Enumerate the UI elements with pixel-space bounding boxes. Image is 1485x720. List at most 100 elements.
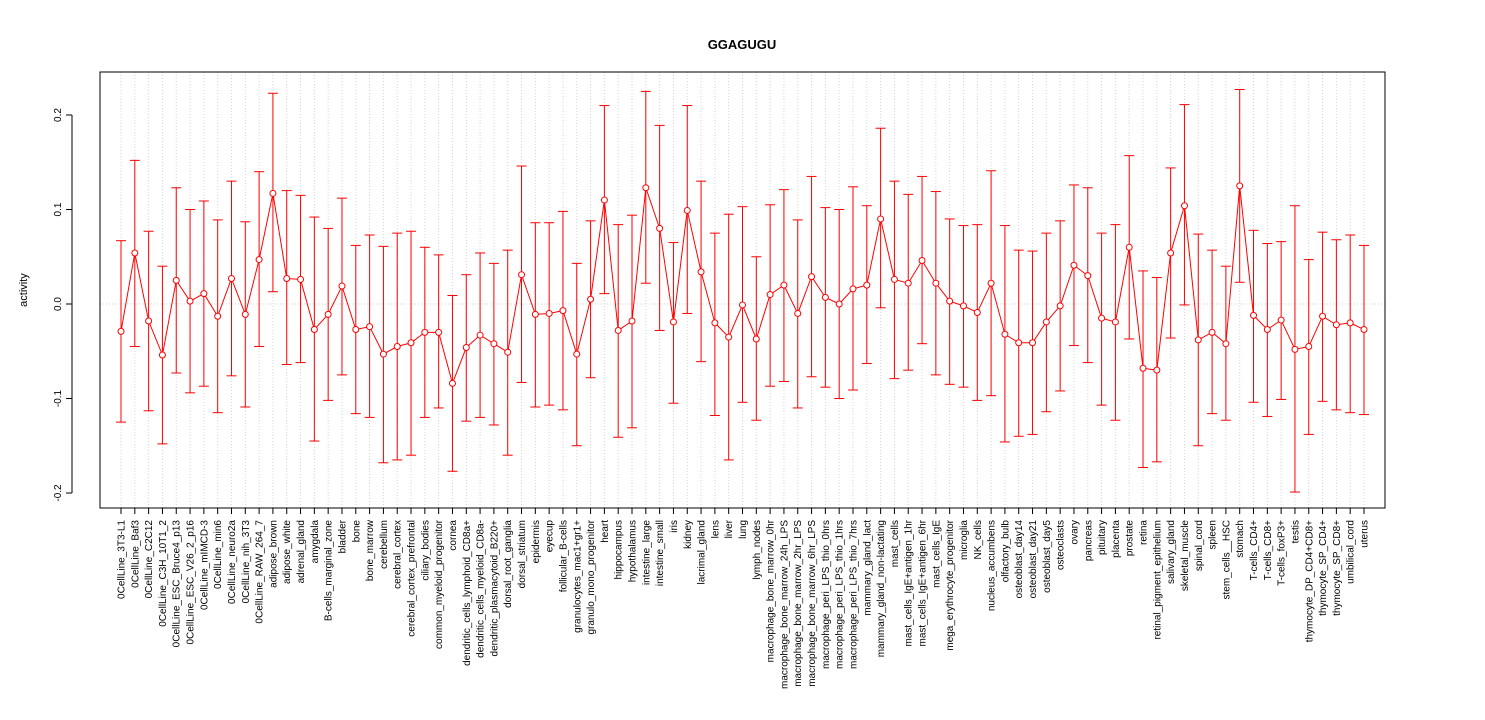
x-tick-label: mast_cells_IgE+antigen_6hr (918, 519, 929, 646)
data-point (269, 189, 277, 197)
x-tick-label: osteoclasts (1056, 520, 1067, 570)
data-point (1236, 182, 1244, 190)
x-tick-label: bladder (337, 519, 348, 553)
x-tick-label: thymocyte_DP_CD4+CD8+ (1304, 520, 1315, 642)
data-point (338, 282, 346, 290)
data-point (1194, 336, 1202, 344)
x-tick-label: ovary (1069, 520, 1080, 544)
x-tick-label: retinal_pigment_epithelium (1152, 520, 1163, 640)
data-point (1319, 312, 1327, 320)
x-tick-label: adrenal_gland (296, 520, 307, 583)
data-point (1346, 319, 1354, 327)
x-tick-label: stomach (1235, 520, 1246, 558)
x-tick-label: lymph_nodes (752, 520, 763, 579)
x-tick-label: ciliary_bodies (420, 520, 431, 581)
x-tick-label: T-cells_foxP3+ (1277, 520, 1288, 586)
x-tick-label: dendritic_plasmacytoid_B220+ (489, 520, 500, 657)
x-tick-label: stem_cells__HSC (1221, 520, 1232, 599)
data-point (172, 276, 180, 284)
x-tick-label: 0CellLine_C2C12 (144, 520, 155, 599)
data-point (448, 379, 456, 387)
x-tick-label: prostate (1125, 520, 1136, 557)
data-point (559, 307, 567, 315)
x-tick-label: osteoblast_day21 (1028, 520, 1039, 599)
x-tick-label: mega_erythrocyte_progenitor (945, 519, 956, 650)
x-tick-label: common_myeloid_progenitor (434, 519, 445, 649)
data-point (283, 274, 291, 282)
x-tick-label: lacrimal_gland (697, 520, 708, 584)
data-point (158, 351, 166, 359)
y-tick-label: 0.1 (53, 202, 64, 216)
y-tick-label: -0.1 (53, 389, 64, 407)
x-tick-label: iris (669, 520, 680, 533)
x-tick-label: macrophage_peri_LPS_thio_7hrs (848, 520, 859, 669)
x-tick-label: macrophage_bone_marrow_0hr (766, 519, 777, 662)
x-tick-label: dendritic_cells_myeloid_CD8a- (476, 520, 487, 658)
y-tick-label: 0.0 (53, 297, 64, 311)
data-point (1360, 326, 1368, 334)
x-tick-label: B-cells_marginal_zone (324, 520, 335, 622)
x-tick-label: testis (1290, 520, 1301, 543)
x-tick-label: pancreas (1083, 520, 1094, 561)
data-point (186, 297, 194, 305)
data-point (1042, 318, 1050, 326)
x-tick-label: 0CellLine_mIMCD-3 (199, 520, 210, 610)
data-point (669, 318, 677, 326)
data-point (959, 302, 967, 310)
x-tick-label: amygdala (310, 520, 321, 564)
x-tick-label: intestine_large (641, 520, 652, 585)
data-series (116, 88, 1369, 493)
x-tick-label: hippocampus (614, 520, 625, 579)
x-tick-label: cornea (448, 520, 459, 551)
x-tick-label: 0CellLine_C3H_10T1_2 (158, 520, 169, 627)
data-point (462, 343, 470, 351)
data-point (987, 279, 995, 287)
x-tick-label: 0CellLine_nih_3T3 (241, 520, 252, 604)
y-tick-label: 0.2 (53, 108, 64, 122)
plot-frame (99, 71, 1386, 509)
data-point (711, 319, 719, 327)
x-tick-label: nucleus_accumbens (987, 520, 998, 611)
data-point (214, 312, 222, 320)
data-point (918, 257, 926, 265)
data-point (835, 300, 843, 308)
x-tick-label: mast_cells (890, 520, 901, 567)
x-tick-label: 0CellLine_neuro2a (227, 520, 238, 604)
data-point (1070, 261, 1078, 269)
x-tick-label: mast_cells_IgE (931, 520, 942, 588)
x-tick-label: uterus (1360, 520, 1371, 548)
x-tick-label: olfactory_bulb (1000, 520, 1011, 583)
x-tick-label: eyecup (545, 520, 556, 553)
x-tick-label: cerebral_cortex (393, 520, 404, 589)
data-point (752, 335, 760, 343)
x-tick-label: 0CellLine_ESC_V26_2_p16 (186, 520, 197, 645)
x-tick-label: lens (710, 520, 721, 538)
data-point (683, 206, 691, 214)
y-tick-label: -0.2 (53, 484, 64, 502)
data-point (739, 301, 746, 309)
x-tick-label: skeletal_muscle (1180, 520, 1191, 592)
data-point (1250, 311, 1258, 319)
data-point (973, 309, 981, 317)
data-point (1111, 318, 1119, 326)
data-point (904, 279, 912, 287)
x-tick-label: placenta (1111, 520, 1122, 558)
data-point (600, 196, 608, 204)
x-tick-label: 0CellLine_min6 (213, 520, 224, 589)
x-tick-label: dorsal_root_ganglia (503, 520, 514, 608)
data-point (117, 327, 125, 335)
data-point (366, 323, 374, 331)
data-point (1332, 321, 1340, 329)
data-point (393, 343, 401, 351)
data-point (145, 317, 153, 325)
data-point (1084, 272, 1092, 280)
data-point (1153, 366, 1161, 374)
data-point (642, 184, 650, 192)
x-tick-label: mammary_gland_lact (862, 520, 873, 616)
data-point (435, 328, 443, 336)
data-point (255, 256, 263, 264)
data-point (518, 271, 526, 279)
x-tick-label: osteoblast_day14 (1014, 520, 1025, 599)
x-tick-label: spleen (1208, 520, 1219, 549)
